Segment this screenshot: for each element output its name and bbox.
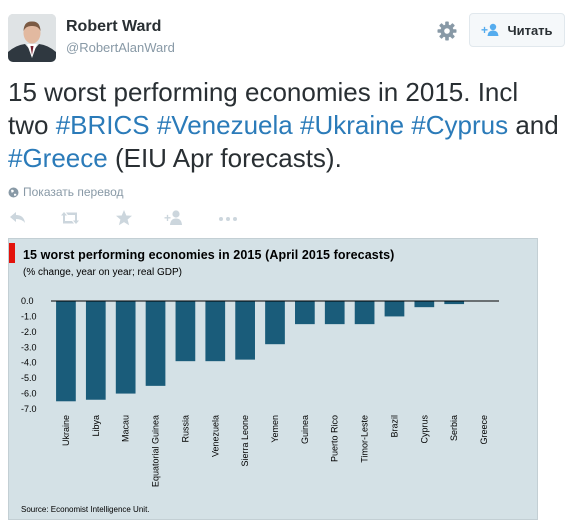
avatar[interactable]	[8, 14, 56, 62]
gear-icon[interactable]	[436, 20, 458, 42]
svg-text:+: +	[164, 211, 171, 225]
svg-text:+: +	[481, 23, 488, 37]
tweet-actions: +	[8, 207, 248, 229]
y-tick-label: 0.0	[21, 296, 34, 306]
bar	[444, 301, 465, 305]
tweet-text-segment	[293, 110, 300, 140]
chart-title: 15 worst performing economies in 2015 (A…	[23, 248, 395, 262]
globe-icon	[8, 187, 19, 197]
reply-icon[interactable]	[8, 209, 28, 227]
x-tick-label: Guinea	[300, 415, 310, 444]
follow-button[interactable]: + Читать	[469, 13, 565, 47]
x-tick-label: Cyprus	[419, 415, 429, 444]
retweet-icon[interactable]	[60, 209, 80, 227]
translate-link[interactable]: Показать перевод	[8, 185, 124, 199]
bar	[414, 301, 435, 308]
user-handle[interactable]: @RobertAlanWard	[66, 40, 175, 55]
x-tick-label: Libya	[91, 415, 101, 437]
bar	[265, 301, 285, 345]
bar-chart: 0.0 -1.0 -2.0 -3.0 -4.0 -5.0 -6.0 -7.0 Ukraine Li…	[21, 296, 499, 487]
tweet-text-segment: (EIU Apr forecasts).	[107, 143, 342, 173]
bar	[235, 301, 255, 360]
x-tick-label: Yemen	[270, 415, 280, 443]
y-tick-label: -2.0	[21, 327, 37, 337]
x-tick-label: Greece	[479, 415, 489, 445]
bar	[175, 301, 196, 362]
bar	[85, 301, 106, 400]
x-tick-label: Puerto Rico	[330, 415, 340, 462]
bar	[205, 301, 226, 362]
accent-bar	[9, 243, 15, 263]
bar	[145, 301, 166, 386]
y-tick-label: -3.0	[21, 342, 37, 352]
y-tick-label: -5.0	[21, 373, 37, 383]
more-icon[interactable]	[218, 209, 238, 227]
y-tick-label: -7.0	[21, 404, 37, 414]
add-user-icon: +	[481, 23, 499, 37]
chart-source: Source: Economist Intelligence Unit.	[21, 505, 150, 514]
bar	[384, 301, 405, 317]
bar	[295, 301, 315, 325]
tweet-text-segment	[150, 110, 157, 140]
x-tick-label: Macau	[121, 415, 131, 442]
hashtag-link[interactable]: #BRICS	[55, 110, 150, 140]
y-tick-label: -1.0	[21, 311, 37, 321]
chart-card[interactable]: 15 worst performing economies in 2015 (A…	[8, 238, 538, 520]
hashtag-link[interactable]: #Ukraine	[299, 110, 405, 140]
y-tick-label: -4.0	[21, 358, 37, 368]
y-tick-label: -6.0	[21, 389, 37, 399]
x-tick-label: Equatorial Guinea	[151, 415, 161, 487]
hashtag-link[interactable]: #Venezuela	[156, 110, 293, 140]
x-tick-label: Venezuela	[210, 415, 220, 457]
hashtag-link[interactable]: #Greece	[8, 143, 108, 173]
bar	[324, 301, 345, 325]
x-tick-label: Brazil	[389, 415, 399, 438]
chart-subtitle: (% change, year on year; real GDP)	[23, 267, 182, 278]
bar	[115, 301, 136, 394]
avatar-image	[8, 14, 56, 62]
x-tick-label: Sierra Leone	[240, 415, 250, 467]
user-name[interactable]: Robert Ward	[66, 18, 162, 35]
tweet-text: 15 worst performing economies in 2015. I…	[8, 76, 561, 175]
x-tick-label: Ukraine	[61, 415, 71, 446]
tweet-text-segment: 15 worst performing economies in 2015. I…	[8, 77, 519, 140]
translate-label: Показать перевод	[23, 185, 124, 199]
star-icon[interactable]	[114, 209, 134, 227]
x-tick-label: Serbia	[449, 415, 459, 441]
x-tick-label: Russia	[180, 415, 190, 443]
x-tick-label: Timor-Leste	[360, 415, 370, 463]
hashtag-link[interactable]: #Cyprus	[411, 110, 509, 140]
follow-label: Читать	[507, 22, 553, 38]
tweet-text-segment: and	[508, 110, 559, 140]
bar	[354, 301, 375, 325]
bar	[56, 301, 76, 402]
tweet-header: Robert Ward @RobertAlanWard + Читать	[8, 10, 565, 62]
add-user-icon[interactable]: +	[164, 209, 184, 227]
